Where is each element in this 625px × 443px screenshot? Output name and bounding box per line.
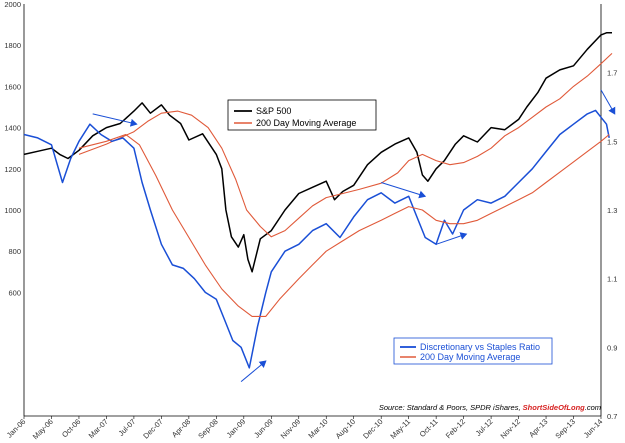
series-line-2 <box>23 109 610 369</box>
annotation-arrow-3 <box>435 232 468 245</box>
annotation-arrow-1 <box>240 360 267 383</box>
annotation-arrow-0 <box>92 113 138 127</box>
series-line-1 <box>78 52 613 238</box>
right-tick-label: 0.7 <box>607 412 617 421</box>
legend-bottom: Discretionary vs Staples Ratio 200 Day M… <box>393 337 553 365</box>
left-tick-label: 1200 <box>4 165 21 174</box>
legend-top-label-ma: 200 Day Moving Average <box>256 118 356 128</box>
left-axis-ticks: 600 800 1000 1200 1400 1600 1800 2000 <box>4 0 21 297</box>
source-brand: ShortSideOfLong <box>523 403 585 412</box>
source-note: Source: Standard & Poors, SPDR iShares, … <box>379 403 601 412</box>
legend-bottom-box <box>393 337 553 365</box>
left-tick-label: 1000 <box>4 206 21 215</box>
source-suffix: .com <box>585 403 601 412</box>
left-tick-label: 600 <box>8 288 21 297</box>
left-tick-label: 1800 <box>4 41 21 50</box>
right-tick-label: 1.7 <box>607 69 617 78</box>
series-line-0 <box>23 32 612 273</box>
right-tick-label: 1.1 <box>607 275 617 284</box>
left-tick-label: 1600 <box>4 82 21 91</box>
right-tick-label: 1.3 <box>607 206 617 215</box>
legend-bottom-label-ratio: Discretionary vs Staples Ratio <box>420 342 540 352</box>
series-layer <box>23 32 613 369</box>
legend-top: S&P 500 200 Day Moving Average <box>227 99 377 131</box>
left-tick-label: 800 <box>8 247 21 256</box>
legend-top-box <box>227 99 377 131</box>
left-tick-label: 1400 <box>4 124 21 133</box>
right-tick-label: 0.9 <box>607 343 617 352</box>
left-tick-label: 2000 <box>4 0 21 9</box>
series-line-3 <box>78 133 610 317</box>
source-prefix: Source: Standard & Poors, SPDR iShares, <box>379 403 523 412</box>
right-tick-label: 1.5 <box>607 137 617 146</box>
plot-frame <box>23 4 602 417</box>
legend-bottom-label-ma: 200 Day Moving Average <box>420 352 520 362</box>
annotation-arrow-2 <box>381 182 427 199</box>
annotation-arrow-4 <box>600 89 616 115</box>
annotation-arrows <box>92 89 616 383</box>
legend-top-label-sp500: S&P 500 <box>256 106 291 116</box>
right-axis-ticks: 0.7 0.9 1.1 1.3 1.5 1.7 <box>607 69 617 421</box>
